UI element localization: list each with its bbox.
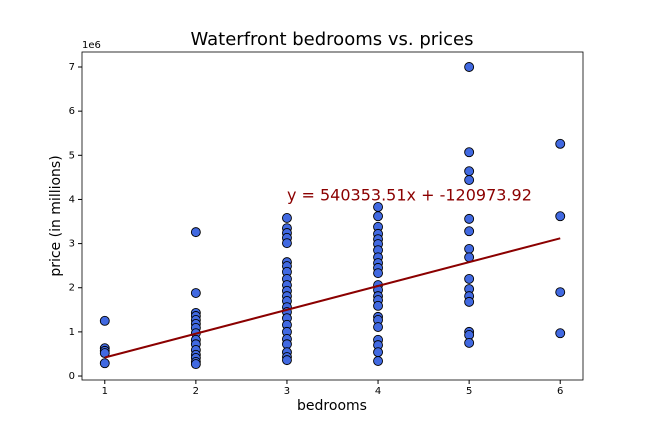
point: [464, 62, 475, 72]
x-tick-label: 2: [193, 386, 199, 397]
point: [464, 147, 475, 158]
point: [282, 213, 292, 223]
y-tick-label: 7: [69, 62, 75, 73]
point: [555, 287, 566, 298]
point: [464, 226, 475, 237]
point: [464, 243, 475, 254]
point: [373, 322, 383, 332]
point: [464, 273, 475, 284]
y-axis-label: price (in millions): [48, 155, 64, 276]
y-offset-label: 1e6: [82, 40, 101, 51]
x-tick-label: 6: [557, 386, 563, 397]
point: [190, 288, 201, 298]
y-tick-label: 6: [69, 106, 75, 117]
point: [373, 268, 383, 279]
point: [464, 296, 475, 307]
point: [99, 348, 110, 359]
point: [190, 359, 201, 370]
x-axis-label: bedrooms: [297, 398, 367, 414]
point: [555, 328, 566, 339]
point: [373, 211, 383, 222]
point: [464, 337, 475, 348]
point: [373, 356, 383, 366]
point: [464, 175, 475, 185]
point: [282, 238, 292, 249]
y-tick-label: 3: [69, 239, 75, 250]
x-tick-label: 4: [375, 386, 381, 397]
y-tick-label: 0: [69, 371, 75, 382]
point: [464, 166, 475, 177]
point: [464, 213, 475, 224]
x-tick-label: 5: [466, 386, 472, 397]
point: [99, 358, 110, 369]
point: [282, 355, 292, 366]
regression-line: [104, 237, 561, 359]
y-tick-label: 2: [69, 283, 75, 294]
point: [373, 300, 383, 311]
x-tick-label: 1: [102, 386, 108, 397]
point: [555, 211, 566, 222]
axes-frame: [81, 51, 584, 381]
y-tick-label: 1: [69, 327, 75, 338]
point: [99, 315, 110, 326]
y-tick-label: 4: [69, 194, 75, 205]
chart-title: Waterfront bedrooms vs. prices: [191, 29, 474, 50]
y-tick-label: 5: [69, 150, 75, 161]
point: [190, 227, 201, 238]
point: [373, 347, 383, 358]
point: [555, 138, 566, 149]
x-tick-label: 3: [284, 386, 290, 397]
regression-equation: y = 540353.51x + -120973.92: [287, 186, 532, 205]
